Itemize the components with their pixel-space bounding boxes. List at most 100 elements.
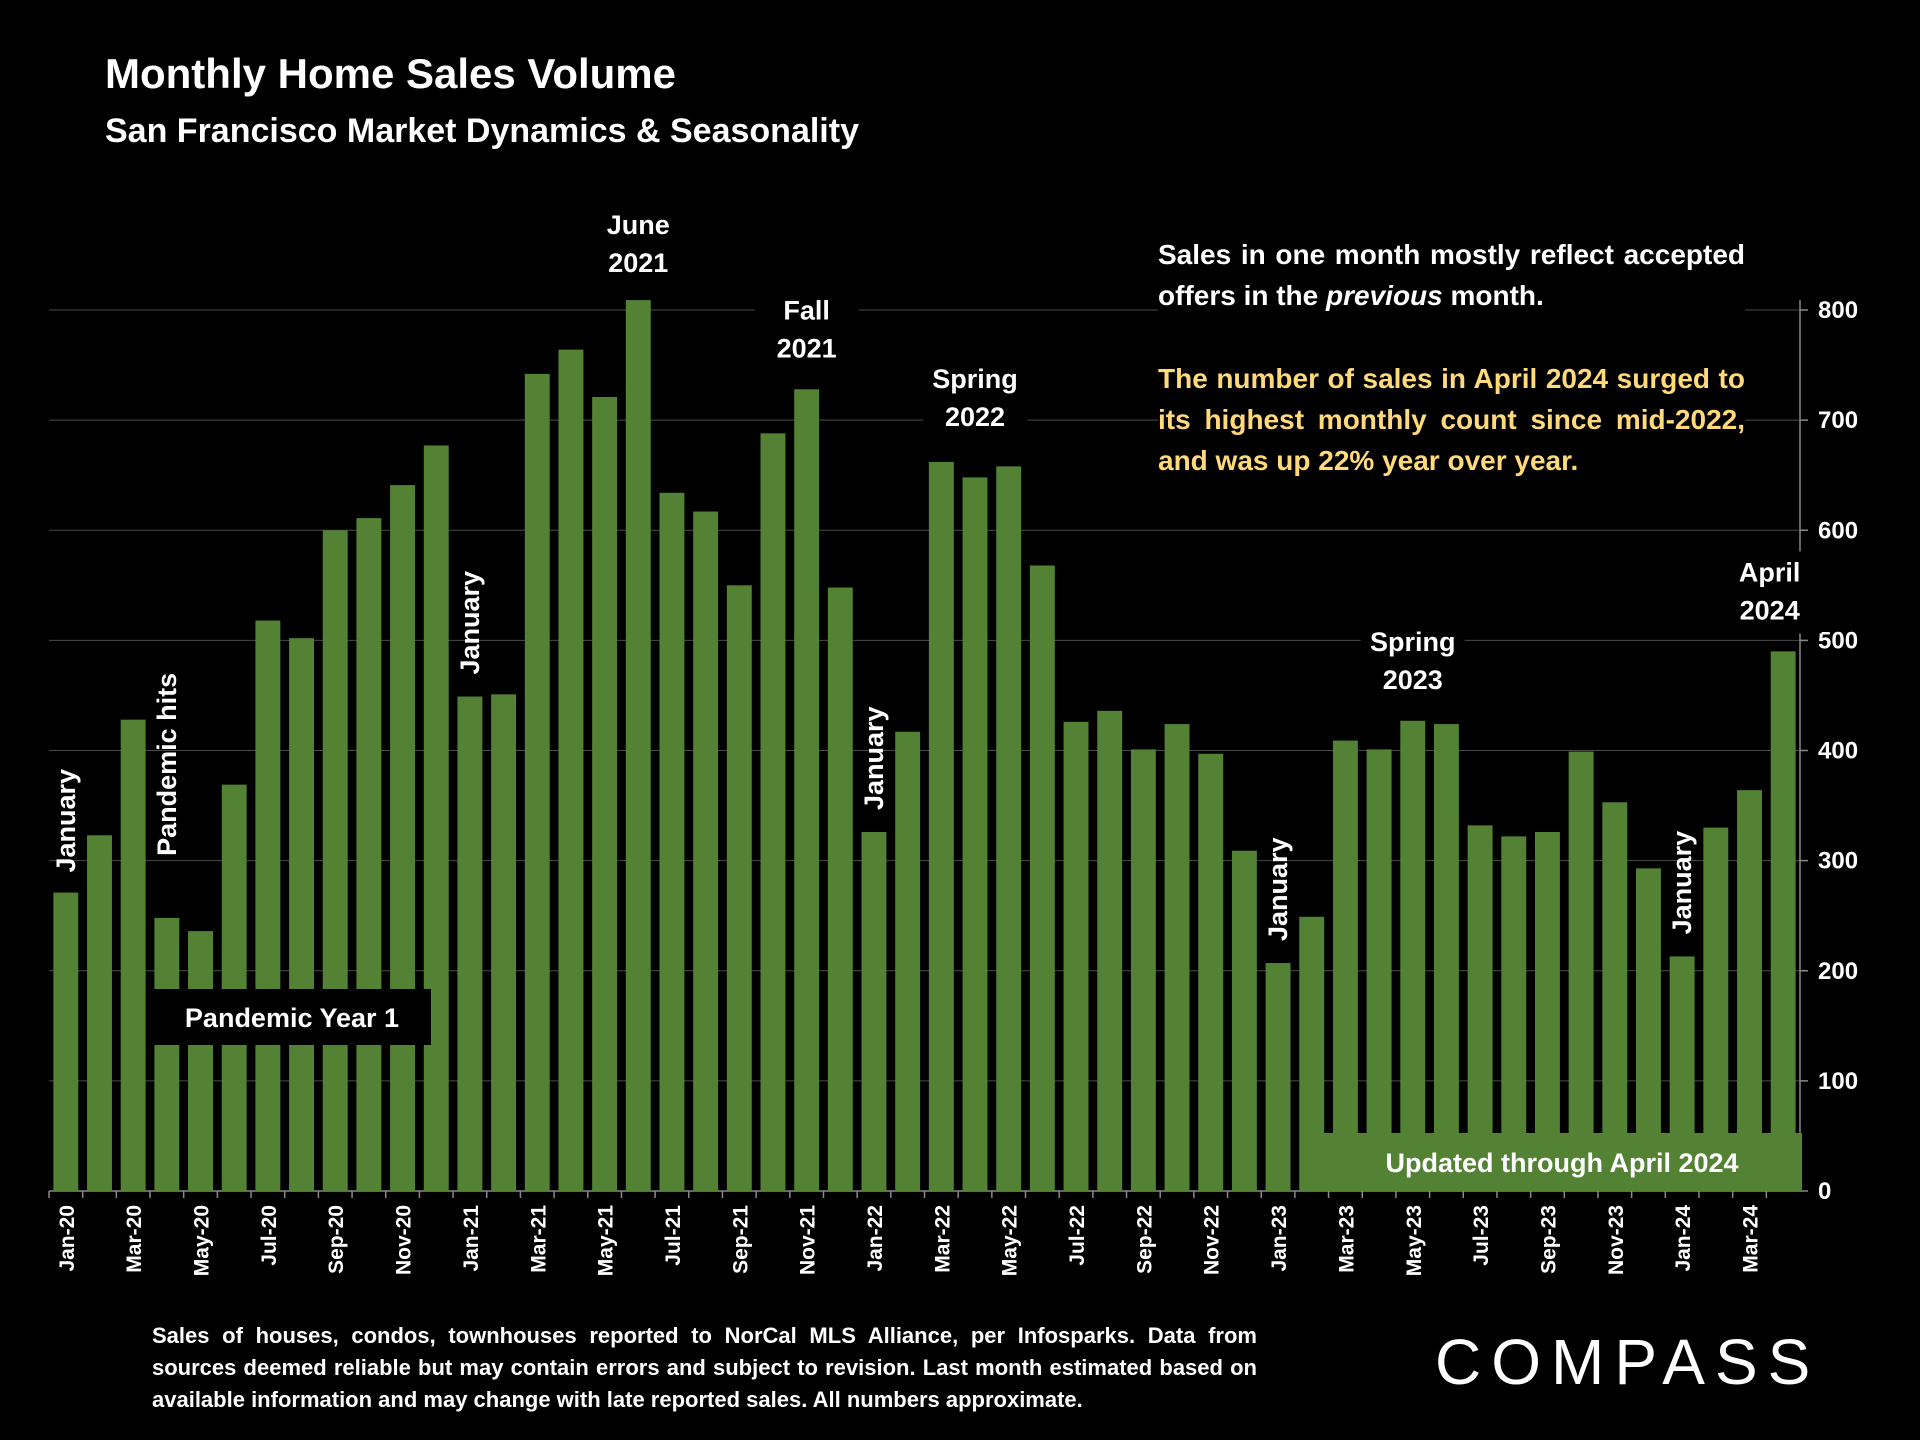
x-tick-label: Jan-20	[56, 1205, 79, 1272]
y-tick-label: 100	[1818, 1068, 1858, 1095]
bar	[423, 445, 449, 1191]
bar	[255, 620, 281, 1191]
bar	[1164, 724, 1190, 1191]
y-tick-label: 700	[1818, 407, 1858, 434]
y-tick-label: 500	[1818, 627, 1858, 654]
chart-subtitle: San Francisco Market Dynamics & Seasonal…	[105, 112, 859, 150]
bar	[1467, 825, 1493, 1191]
x-tick-label: Jan-24	[1672, 1205, 1695, 1272]
x-tick-label: Sep-22	[1133, 1205, 1156, 1274]
update-box	[1322, 1133, 1802, 1191]
x-tick-label: Nov-20	[393, 1205, 416, 1275]
bar	[154, 917, 180, 1191]
bar	[1602, 802, 1628, 1191]
bar	[1433, 724, 1459, 1191]
x-tick-label: Nov-23	[1605, 1205, 1628, 1275]
x-tick-label: Jan-21	[460, 1205, 483, 1272]
annotation: Spring	[932, 364, 1018, 394]
x-tick-label: Jul-23	[1470, 1205, 1493, 1266]
bar	[289, 638, 315, 1191]
annotation: January	[51, 769, 81, 873]
x-tick-label: Nov-22	[1201, 1205, 1224, 1275]
bar	[1265, 963, 1291, 1191]
chart-title: Monthly Home Sales Volume	[105, 50, 676, 97]
x-tick-label: Jan-23	[1268, 1205, 1291, 1272]
update-label: Updated through April 2024	[1385, 1148, 1738, 1178]
annotation: Spring	[1370, 627, 1456, 657]
bar	[1770, 651, 1796, 1191]
bar	[1063, 721, 1089, 1191]
bar	[827, 587, 853, 1191]
y-tick-label: 800	[1818, 297, 1858, 324]
bar	[760, 433, 786, 1192]
bar	[188, 931, 213, 1191]
bar	[221, 784, 247, 1191]
annotation: January	[455, 571, 485, 675]
annotation: 2022	[945, 402, 1005, 432]
annotation-background	[754, 289, 859, 372]
bar	[390, 485, 416, 1191]
annotation: Pandemic hits	[152, 673, 182, 856]
annotation: January	[1263, 837, 1293, 941]
x-tick-label: Jul-21	[662, 1205, 685, 1266]
bar	[53, 892, 79, 1191]
bar	[1366, 749, 1392, 1191]
logo: COMPASS	[1435, 1326, 1821, 1398]
bar	[1534, 831, 1560, 1191]
bar	[1568, 751, 1594, 1191]
bar	[625, 300, 651, 1191]
x-tick-label: Mar-24	[1739, 1205, 1762, 1273]
commentary: Sales in one month mostly reflect accept…	[1158, 234, 1745, 316]
annotation-background	[1360, 620, 1465, 703]
bar	[491, 694, 517, 1191]
annotation: April	[1739, 557, 1801, 587]
x-tick-label: Mar-22	[931, 1205, 954, 1273]
period-label: Pandemic Year 1	[185, 1003, 399, 1033]
bar	[322, 530, 348, 1191]
annotation-background	[1717, 551, 1822, 634]
x-tick-label: Jan-22	[864, 1205, 887, 1272]
x-tick-label: Sep-23	[1537, 1205, 1560, 1274]
bar	[592, 396, 618, 1191]
bar	[1501, 836, 1527, 1191]
bar	[1097, 710, 1123, 1191]
period-box	[154, 989, 431, 1045]
x-tick-label: Sep-20	[325, 1205, 348, 1274]
bar	[693, 511, 719, 1191]
annotation: Fall	[783, 295, 830, 325]
y-tick-label: 300	[1818, 848, 1858, 875]
x-tick-label: Sep-21	[729, 1205, 752, 1274]
bar	[1400, 720, 1426, 1191]
bar	[1332, 740, 1358, 1191]
x-tick-label: Mar-23	[1335, 1205, 1358, 1273]
x-tick-label: May-22	[999, 1205, 1022, 1276]
bar	[524, 373, 550, 1191]
x-tick-label: May-21	[595, 1205, 618, 1277]
bar	[996, 466, 1022, 1191]
x-tick-label: Jul-20	[258, 1205, 281, 1266]
annotation: June	[607, 210, 670, 240]
commentary-text: Sales in one month mostly reflect accept…	[1158, 239, 1745, 311]
y-tick-label: 400	[1818, 738, 1858, 765]
bar	[1231, 850, 1257, 1191]
annotation: January	[1667, 831, 1697, 935]
annotation: 2021	[608, 248, 668, 278]
bar	[895, 731, 921, 1191]
bar	[1029, 565, 1055, 1191]
bar	[962, 477, 988, 1191]
highlight: The number of sales in April 2024 surged…	[1158, 358, 1745, 481]
annotation: 2023	[1383, 665, 1443, 695]
commentary-text: month.	[1442, 280, 1544, 311]
bar	[861, 831, 887, 1191]
annotation-background	[923, 357, 1028, 440]
bar	[1737, 790, 1762, 1191]
annotation: January	[859, 706, 889, 810]
annotation: 2021	[777, 333, 837, 363]
annotation-background	[586, 204, 691, 287]
annotation: 2024	[1740, 595, 1800, 625]
footnote: Sales of houses, condos, townhouses repo…	[152, 1323, 1257, 1412]
x-tick-label: May-20	[191, 1205, 214, 1276]
bar	[1130, 749, 1156, 1191]
bar	[726, 585, 752, 1191]
